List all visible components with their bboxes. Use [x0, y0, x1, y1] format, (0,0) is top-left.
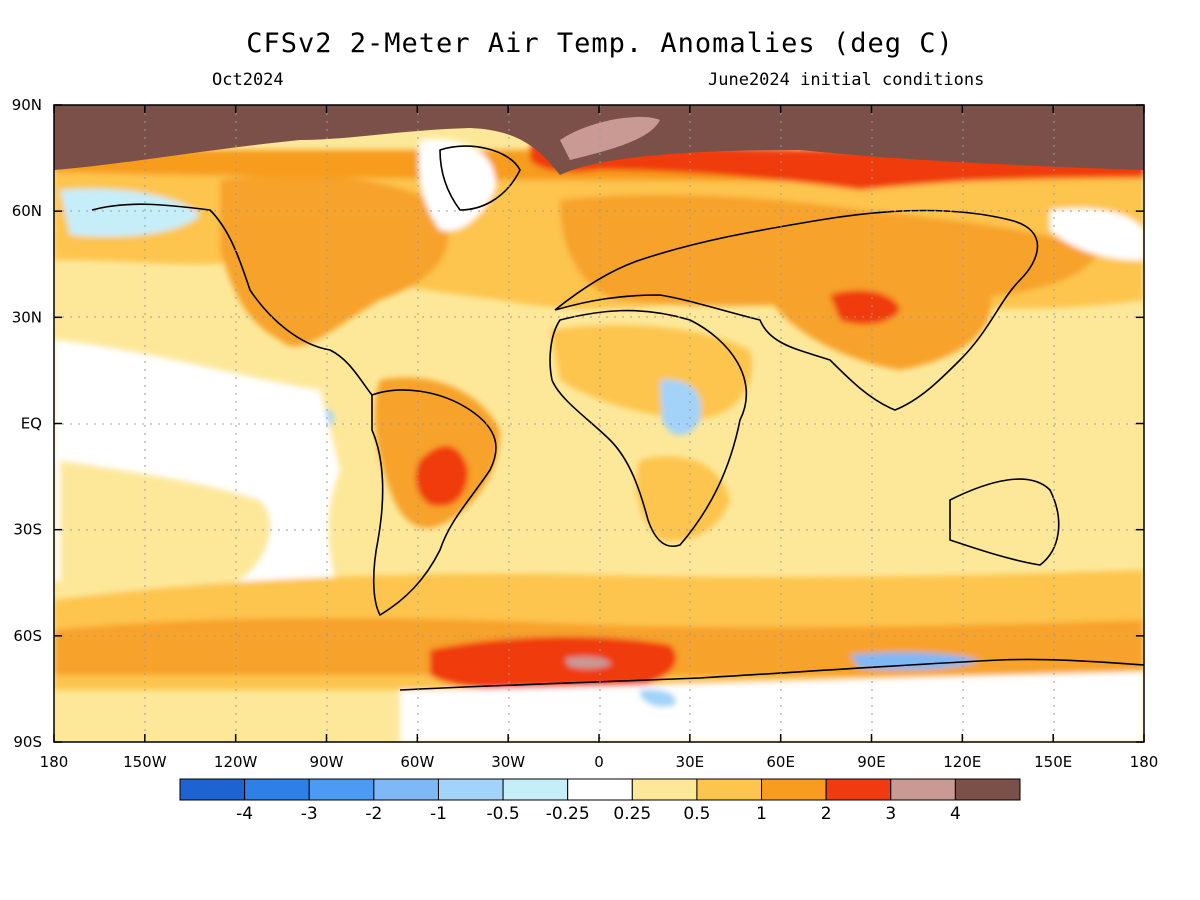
coastlines: [91, 145, 1144, 691]
lon-tick-label: 30E: [676, 753, 705, 771]
colorbar-label: 2: [821, 804, 832, 824]
colorbar-swatch: [954, 778, 1021, 801]
colorbar-label: 0.5: [683, 804, 710, 824]
colorbar-swatch: [825, 778, 892, 801]
colorbar-label: -4: [236, 804, 253, 824]
colorbar-label: -0.5: [486, 804, 519, 824]
initial-conditions-label: June2024 initial conditions: [708, 70, 985, 90]
lat-tick-label: 90S: [13, 733, 42, 751]
lon-tick-label: 150W: [123, 753, 167, 771]
colorbar-swatch: [761, 778, 827, 801]
lon-tick-label: 150E: [1034, 753, 1072, 771]
longitude-axis: 180 150W 120W 90W 60W 30W 0 30E 60E 90E 120E 150E 18…: [40, 105, 1159, 771]
colorbar-label: -2: [365, 804, 382, 824]
lon-tick-label: 0: [594, 753, 604, 771]
colorbar-label: 4: [950, 804, 961, 824]
colorbar: -4 -3 -2 -1 -0.5 -0.25 0.25 0.5 1 2 3 4: [179, 778, 1021, 824]
colorbar-label: 3: [885, 804, 896, 824]
lon-tick-label: 30W: [491, 753, 525, 771]
colorbar-swatch: [890, 778, 956, 801]
lon-tick-label: 180: [40, 753, 69, 771]
map-title: CFSv2 2-Meter Air Temp. Anomalies (deg C…: [246, 28, 954, 59]
forecast-month-label: Oct2024: [212, 70, 284, 90]
lat-tick-label: 60S: [13, 627, 42, 645]
colorbar-label: -1: [430, 804, 447, 824]
colorbar-swatch: [373, 778, 439, 801]
colorbar-swatch: [631, 778, 698, 801]
lat-tick-label: 30N: [12, 308, 42, 326]
colorbar-swatch: [308, 778, 375, 801]
colorbar-swatch: [244, 778, 310, 801]
lat-tick-label: 60N: [12, 202, 42, 220]
lon-tick-label: 60W: [400, 753, 434, 771]
colorbar-label: 1: [756, 804, 767, 824]
colorbar-swatch: [567, 778, 633, 801]
lon-tick-label: 120W: [214, 753, 258, 771]
lon-tick-label: 90W: [310, 753, 344, 771]
lon-tick-label: 120E: [943, 753, 981, 771]
colorbar-label: -0.25: [546, 804, 590, 824]
anomaly-field: [54, 105, 1144, 742]
colorbar-swatch: [179, 778, 246, 801]
polar-anomaly: [560, 116, 660, 160]
lat-tick-label: 90N: [12, 96, 42, 114]
colorbar-swatch: [437, 778, 504, 801]
gridlines: [54, 105, 1144, 742]
lon-tick-label: 180: [1130, 753, 1159, 771]
colorbar-swatch: [696, 778, 763, 801]
colorbar-label: 0.25: [613, 804, 651, 824]
lat-tick-label: EQ: [21, 415, 42, 433]
colorbar-swatch: [502, 778, 569, 801]
lat-tick-label: 30S: [13, 521, 42, 539]
colorbar-label: -3: [301, 804, 318, 824]
lon-tick-label: 90E: [857, 753, 886, 771]
latitude-axis: 90N 60N 30N EQ 30S 60S 90S: [12, 96, 1144, 751]
lon-tick-label: 60E: [766, 753, 795, 771]
